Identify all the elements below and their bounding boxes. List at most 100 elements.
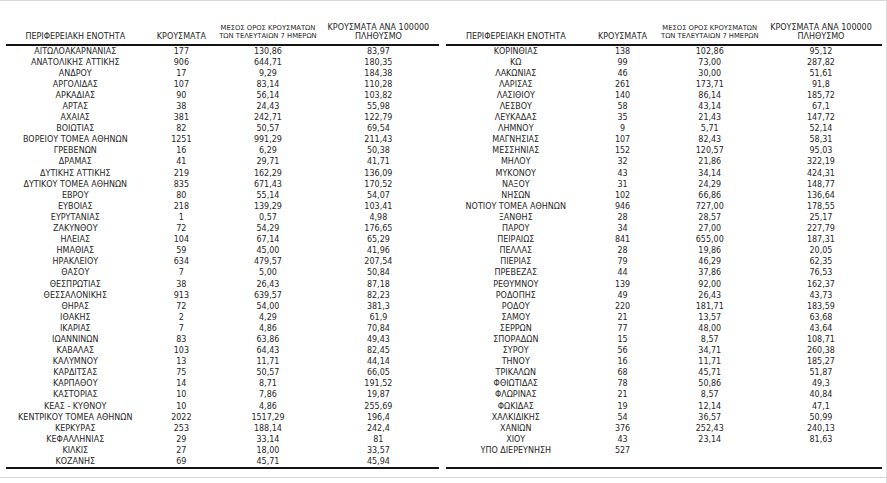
cases-cell: 9 xyxy=(586,124,660,135)
region-cell: ΘΑΣΟΥ xyxy=(6,268,145,279)
cases-cell: 21 xyxy=(586,312,660,323)
per-100k-cell: 136,64 xyxy=(760,190,882,201)
table-row: ΝΑΞΟΥ3124,29148,77 xyxy=(446,179,882,190)
cases-cell: 102 xyxy=(586,190,660,201)
region-cell: ΧΑΛΚΙΔΙΚΗΣ xyxy=(446,412,586,423)
cases-cell: 220 xyxy=(586,301,660,312)
cases-cell: 152 xyxy=(586,146,660,157)
table-row: ΒΟΙΩΤΙΑΣ8250,5769,54 xyxy=(6,124,439,135)
per-100k-cell: 52,14 xyxy=(760,124,882,135)
cases-cell: 218 xyxy=(145,201,219,212)
cases-cell: 2 xyxy=(145,312,219,323)
cases-cell: 21 xyxy=(586,390,660,401)
per-100k-cell: 4,98 xyxy=(318,212,439,223)
per-100k-cell: 61,9 xyxy=(318,312,439,323)
avg-7day-cell: 18,00 xyxy=(218,445,318,456)
per-100k-cell: 49,3 xyxy=(760,379,882,390)
per-100k-cell: 170,52 xyxy=(318,179,439,190)
region-cell: ΑΡΤΑΣ xyxy=(6,101,145,112)
region-cell: ΣΥΡΟΥ xyxy=(446,346,586,357)
table-row: ΑΡΤΑΣ3824,4355,98 xyxy=(6,101,439,112)
region-cell: ΚΟΖΑΝΗΣ xyxy=(6,456,145,467)
cases-cell: 72 xyxy=(145,301,219,312)
per-100k-cell: 51,61 xyxy=(760,68,882,79)
avg-7day-cell: 50,86 xyxy=(660,379,760,390)
col-header-region-label: ΠΕΡΙΦΕΡΕΙΑΚΗ ΕΝΟΤΗΤΑ xyxy=(6,32,145,41)
cases-cell: 79 xyxy=(586,257,660,268)
avg-7day-cell: 19,86 xyxy=(660,246,760,257)
cases-cell: 376 xyxy=(586,423,660,434)
avg-7day-cell: 56,14 xyxy=(218,90,318,101)
per-100k-cell: 50,84 xyxy=(318,268,439,279)
region-cell: ΕΥΒΟΙΑΣ xyxy=(6,201,145,212)
cases-cell: 58 xyxy=(586,101,660,112)
avg-7day-cell: 11,71 xyxy=(218,357,318,368)
cases-table-left-wrap: ΠΕΡΙΦΕΡΕΙΑΚΗ ΕΝΟΤΗΤΑ ΚΡΟΥΣΜΑΤΑ ΜΕΣΟΣ ΟΡΟ… xyxy=(6,10,439,469)
avg-7day-cell: 29,71 xyxy=(218,157,318,168)
avg-7day-cell: 34,14 xyxy=(660,168,760,179)
cases-cell: 34 xyxy=(586,224,660,235)
per-100k-cell: 183,59 xyxy=(760,301,882,312)
table-row: ΝΗΣΩΝ10266,86136,64 xyxy=(446,190,882,201)
table-row: ΚΕΑΣ - ΚΥΘΝΟΥ104,86255,69 xyxy=(6,401,439,412)
region-cell: ΚΕΑΣ - ΚΥΘΝΟΥ xyxy=(6,401,145,412)
region-cell: ΔΥΤΙΚΗΣ ΑΤΤΙΚΗΣ xyxy=(6,168,145,179)
table-row: ΕΒΡΟΥ8055,1454,07 xyxy=(6,190,439,201)
header-row: ΠΕΡΙΦΕΡΕΙΑΚΗ ΕΝΟΤΗΤΑ ΚΡΟΥΣΜΑΤΑ ΜΕΣΟΣ ΟΡΟ… xyxy=(446,10,882,45)
cases-cell: 78 xyxy=(586,379,660,390)
cases-cell: 46 xyxy=(586,68,660,79)
avg-7day-cell: 26,43 xyxy=(660,290,760,301)
table-row: ΗΛΕΙΑΣ10467,1465,29 xyxy=(6,235,439,246)
per-100k-cell: 178,55 xyxy=(760,201,882,212)
cases-cell: 28 xyxy=(586,246,660,257)
avg-7day-cell: 50,57 xyxy=(218,368,318,379)
per-100k-cell: 67,1 xyxy=(760,101,882,112)
cases-cell: 99 xyxy=(586,57,660,68)
avg-7day-cell: 83,14 xyxy=(218,79,318,90)
region-cell: ΤΡΙΚΑΛΩΝ xyxy=(446,368,586,379)
table-row: ΙΩΑΝΝΙΝΩΝ8363,8649,43 xyxy=(6,334,439,345)
avg-7day-cell: 23,14 xyxy=(660,434,760,445)
avg-7day-cell: 9,29 xyxy=(218,68,318,79)
region-cell: ΚΕΦΑΛΛΗΝΙΑΣ xyxy=(6,434,145,445)
region-cell: ΜΥΚΟΝΟΥ xyxy=(446,168,586,179)
avg-7day-cell: 34,71 xyxy=(660,346,760,357)
avg-7day-cell: 644,71 xyxy=(218,57,318,68)
region-cell: ΙΚΑΡΙΑΣ xyxy=(6,323,145,334)
avg-7day-cell: 4,29 xyxy=(218,312,318,323)
col-header-per100k: ΚΡΟΥΣΜΑΤΑ ΑΝΑ 100000 ΠΛΗΘΥΣΜΟ xyxy=(760,10,882,45)
table-row: ΘΑΣΟΥ75,0050,84 xyxy=(6,268,439,279)
region-cell: ΣΑΜΟΥ xyxy=(446,312,586,323)
region-cell: ΘΕΣΠΡΩΤΙΑΣ xyxy=(6,279,145,290)
region-cell: ΑΙΤΩΛΟΑΚΑΡΝΑΝΙΑΣ xyxy=(6,45,145,57)
avg-7day-cell: 4,86 xyxy=(218,401,318,412)
table-row: ΚΑΡΠΑΘΟΥ148,71191,52 xyxy=(6,379,439,390)
per-100k-cell: 322,19 xyxy=(760,157,882,168)
cases-cell: 32 xyxy=(586,157,660,168)
table-row: ΦΩΚΙΔΑΣ1912,1447,1 xyxy=(446,401,882,412)
cases-table-left: ΠΕΡΙΦΕΡΕΙΑΚΗ ΕΝΟΤΗΤΑ ΚΡΟΥΣΜΑΤΑ ΜΕΣΟΣ ΟΡΟ… xyxy=(6,10,439,468)
col-header-avg7: ΜΕΣΟΣ ΟΡΟΣ ΚΡΟΥΣΜΑΤΩΝ ΤΩΝ ΤΕΛΕΥΤΑΙΩΝ 7 Η… xyxy=(660,10,760,45)
region-cell: ΠΙΕΡΙΑΣ xyxy=(446,257,586,268)
avg-7day-cell: 73,00 xyxy=(660,57,760,68)
region-cell: ΝΗΣΩΝ xyxy=(446,190,586,201)
region-cell: ΘΕΣΣΑΛΟΝΙΚΗΣ xyxy=(6,290,145,301)
region-cell: ΝΟΤΙΟΥ ΤΟΜΕΑ ΑΘΗΝΩΝ xyxy=(446,201,586,212)
per-100k-cell: 148,77 xyxy=(760,179,882,190)
col-header-cases-label: ΚΡΟΥΣΜΑΤΑ xyxy=(145,32,219,41)
per-100k-cell: 41,71 xyxy=(318,157,439,168)
header-row: ΠΕΡΙΦΕΡΕΙΑΚΗ ΕΝΟΤΗΤΑ ΚΡΟΥΣΜΑΤΑ ΜΕΣΟΣ ΟΡΟ… xyxy=(6,10,439,45)
avg-7day-cell: 43,14 xyxy=(660,101,760,112)
table-row: ΕΥΡΥΤΑΝΙΑΣ10,574,98 xyxy=(6,212,439,223)
table-row: ΠΕΛΛΑΣ2819,8620,05 xyxy=(446,246,882,257)
table-row: ΙΚΑΡΙΑΣ74,8670,84 xyxy=(6,323,439,334)
region-cell: ΦΘΙΩΤΙΔΑΣ xyxy=(446,379,586,390)
region-cell: ΚΑΡΠΑΘΟΥ xyxy=(6,379,145,390)
table-row: ΛΕΣΒΟΥ5843,1467,1 xyxy=(446,101,882,112)
cases-cell: 107 xyxy=(586,135,660,146)
avg-7day-cell: 655,00 xyxy=(660,235,760,246)
table-row: ΙΘΑΚΗΣ24,2961,9 xyxy=(6,312,439,323)
cases-cell: 16 xyxy=(145,146,219,157)
per-100k-cell: 424,31 xyxy=(760,168,882,179)
avg-7day-cell: 24,29 xyxy=(660,179,760,190)
